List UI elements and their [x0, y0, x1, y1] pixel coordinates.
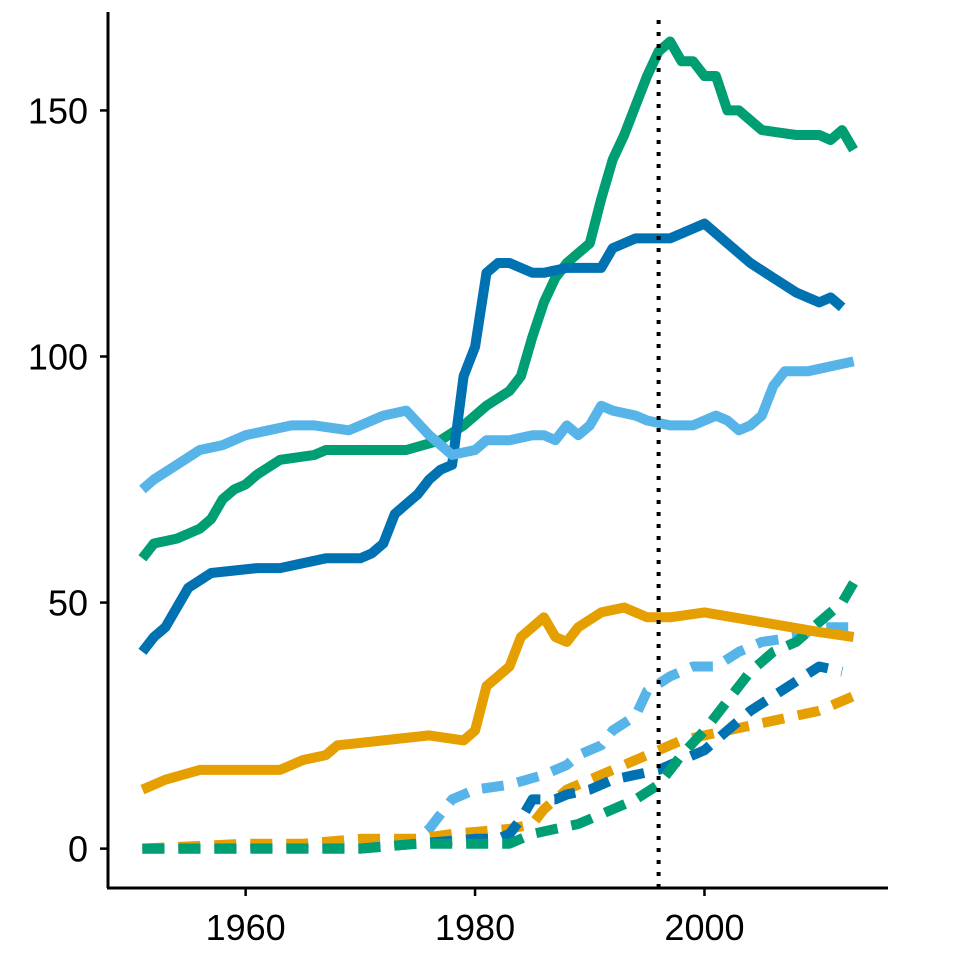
y-tick-label: 0 [68, 829, 88, 870]
series-line-light-blue-dashed [142, 622, 854, 854]
series-line-dark-blue-dashed [142, 661, 844, 854]
series-layer [138, 36, 858, 854]
series-line-green-solid [138, 36, 858, 562]
x-tick-label: 1980 [435, 907, 515, 948]
series-line-light-blue-solid [139, 356, 855, 494]
axes [106, 12, 888, 890]
y-tick-label: 50 [48, 583, 88, 624]
ticks: 0 50 100 150 1960 1980 2000 [28, 90, 745, 948]
series-line-orange-dashed [142, 691, 856, 854]
series-line-green-dashed [142, 580, 858, 854]
y-tick-label: 150 [28, 90, 88, 131]
x-tick-label: 2000 [664, 907, 744, 948]
series-line-dark-blue-solid [138, 218, 846, 655]
y-tick-label: 100 [28, 336, 88, 377]
x-tick-label: 1960 [206, 907, 286, 948]
series-line-orange-solid [140, 602, 855, 795]
